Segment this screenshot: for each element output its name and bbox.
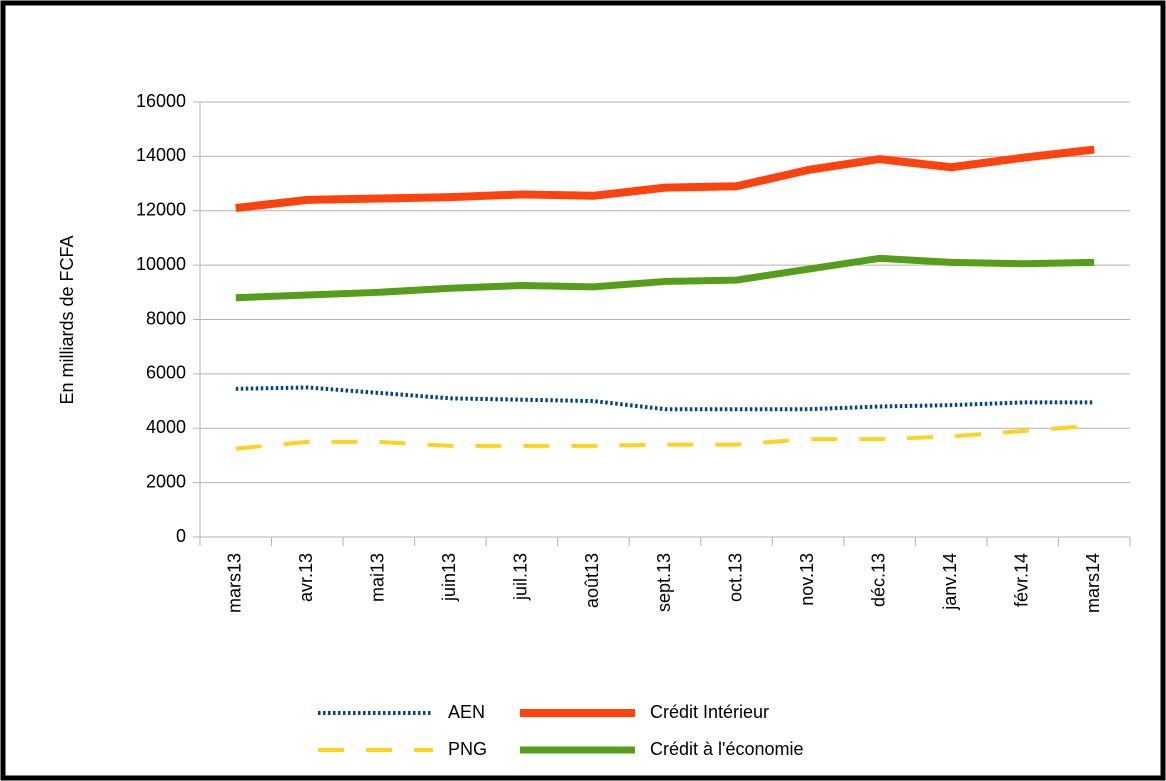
y-tick-label: 14000 — [136, 145, 186, 165]
x-tick-label: juil.13 — [511, 553, 531, 601]
x-tick-label: févr.14 — [1011, 553, 1031, 607]
y-tick-label: 10000 — [136, 254, 186, 274]
y-tick-label: 0 — [176, 526, 186, 546]
y-tick-label: 6000 — [146, 363, 186, 383]
x-tick-label: sept.13 — [654, 553, 674, 612]
series-line — [235, 145, 1095, 213]
y-tick-label: 2000 — [146, 471, 186, 491]
legend-label: Crédit Intérieur — [650, 702, 769, 722]
series-line — [235, 385, 1095, 412]
x-tick-label: août13 — [582, 553, 602, 608]
x-tick-label: mars14 — [1083, 553, 1103, 613]
legend-label: AEN — [448, 702, 485, 722]
x-tick-label: avr.13 — [296, 553, 316, 602]
series-line — [235, 254, 1095, 302]
x-tick-label: déc.13 — [868, 553, 888, 607]
y-axis-title: En milliards de FCFA — [57, 235, 77, 404]
legend-label: PNG — [448, 739, 487, 759]
y-tick-label: 4000 — [146, 417, 186, 437]
legend-label: Crédit à l'économie — [650, 739, 804, 759]
x-tick-label: mai13 — [368, 553, 388, 602]
y-tick-label: 16000 — [136, 91, 186, 111]
x-tick-label: janv.14 — [940, 553, 960, 611]
x-tick-label: nov.13 — [797, 553, 817, 606]
y-tick-label: 12000 — [136, 200, 186, 220]
y-tick-label: 8000 — [146, 308, 186, 328]
x-tick-label: mars13 — [225, 553, 245, 613]
x-tick-label: juin13 — [439, 553, 459, 602]
x-tick-label: oct.13 — [725, 553, 745, 602]
